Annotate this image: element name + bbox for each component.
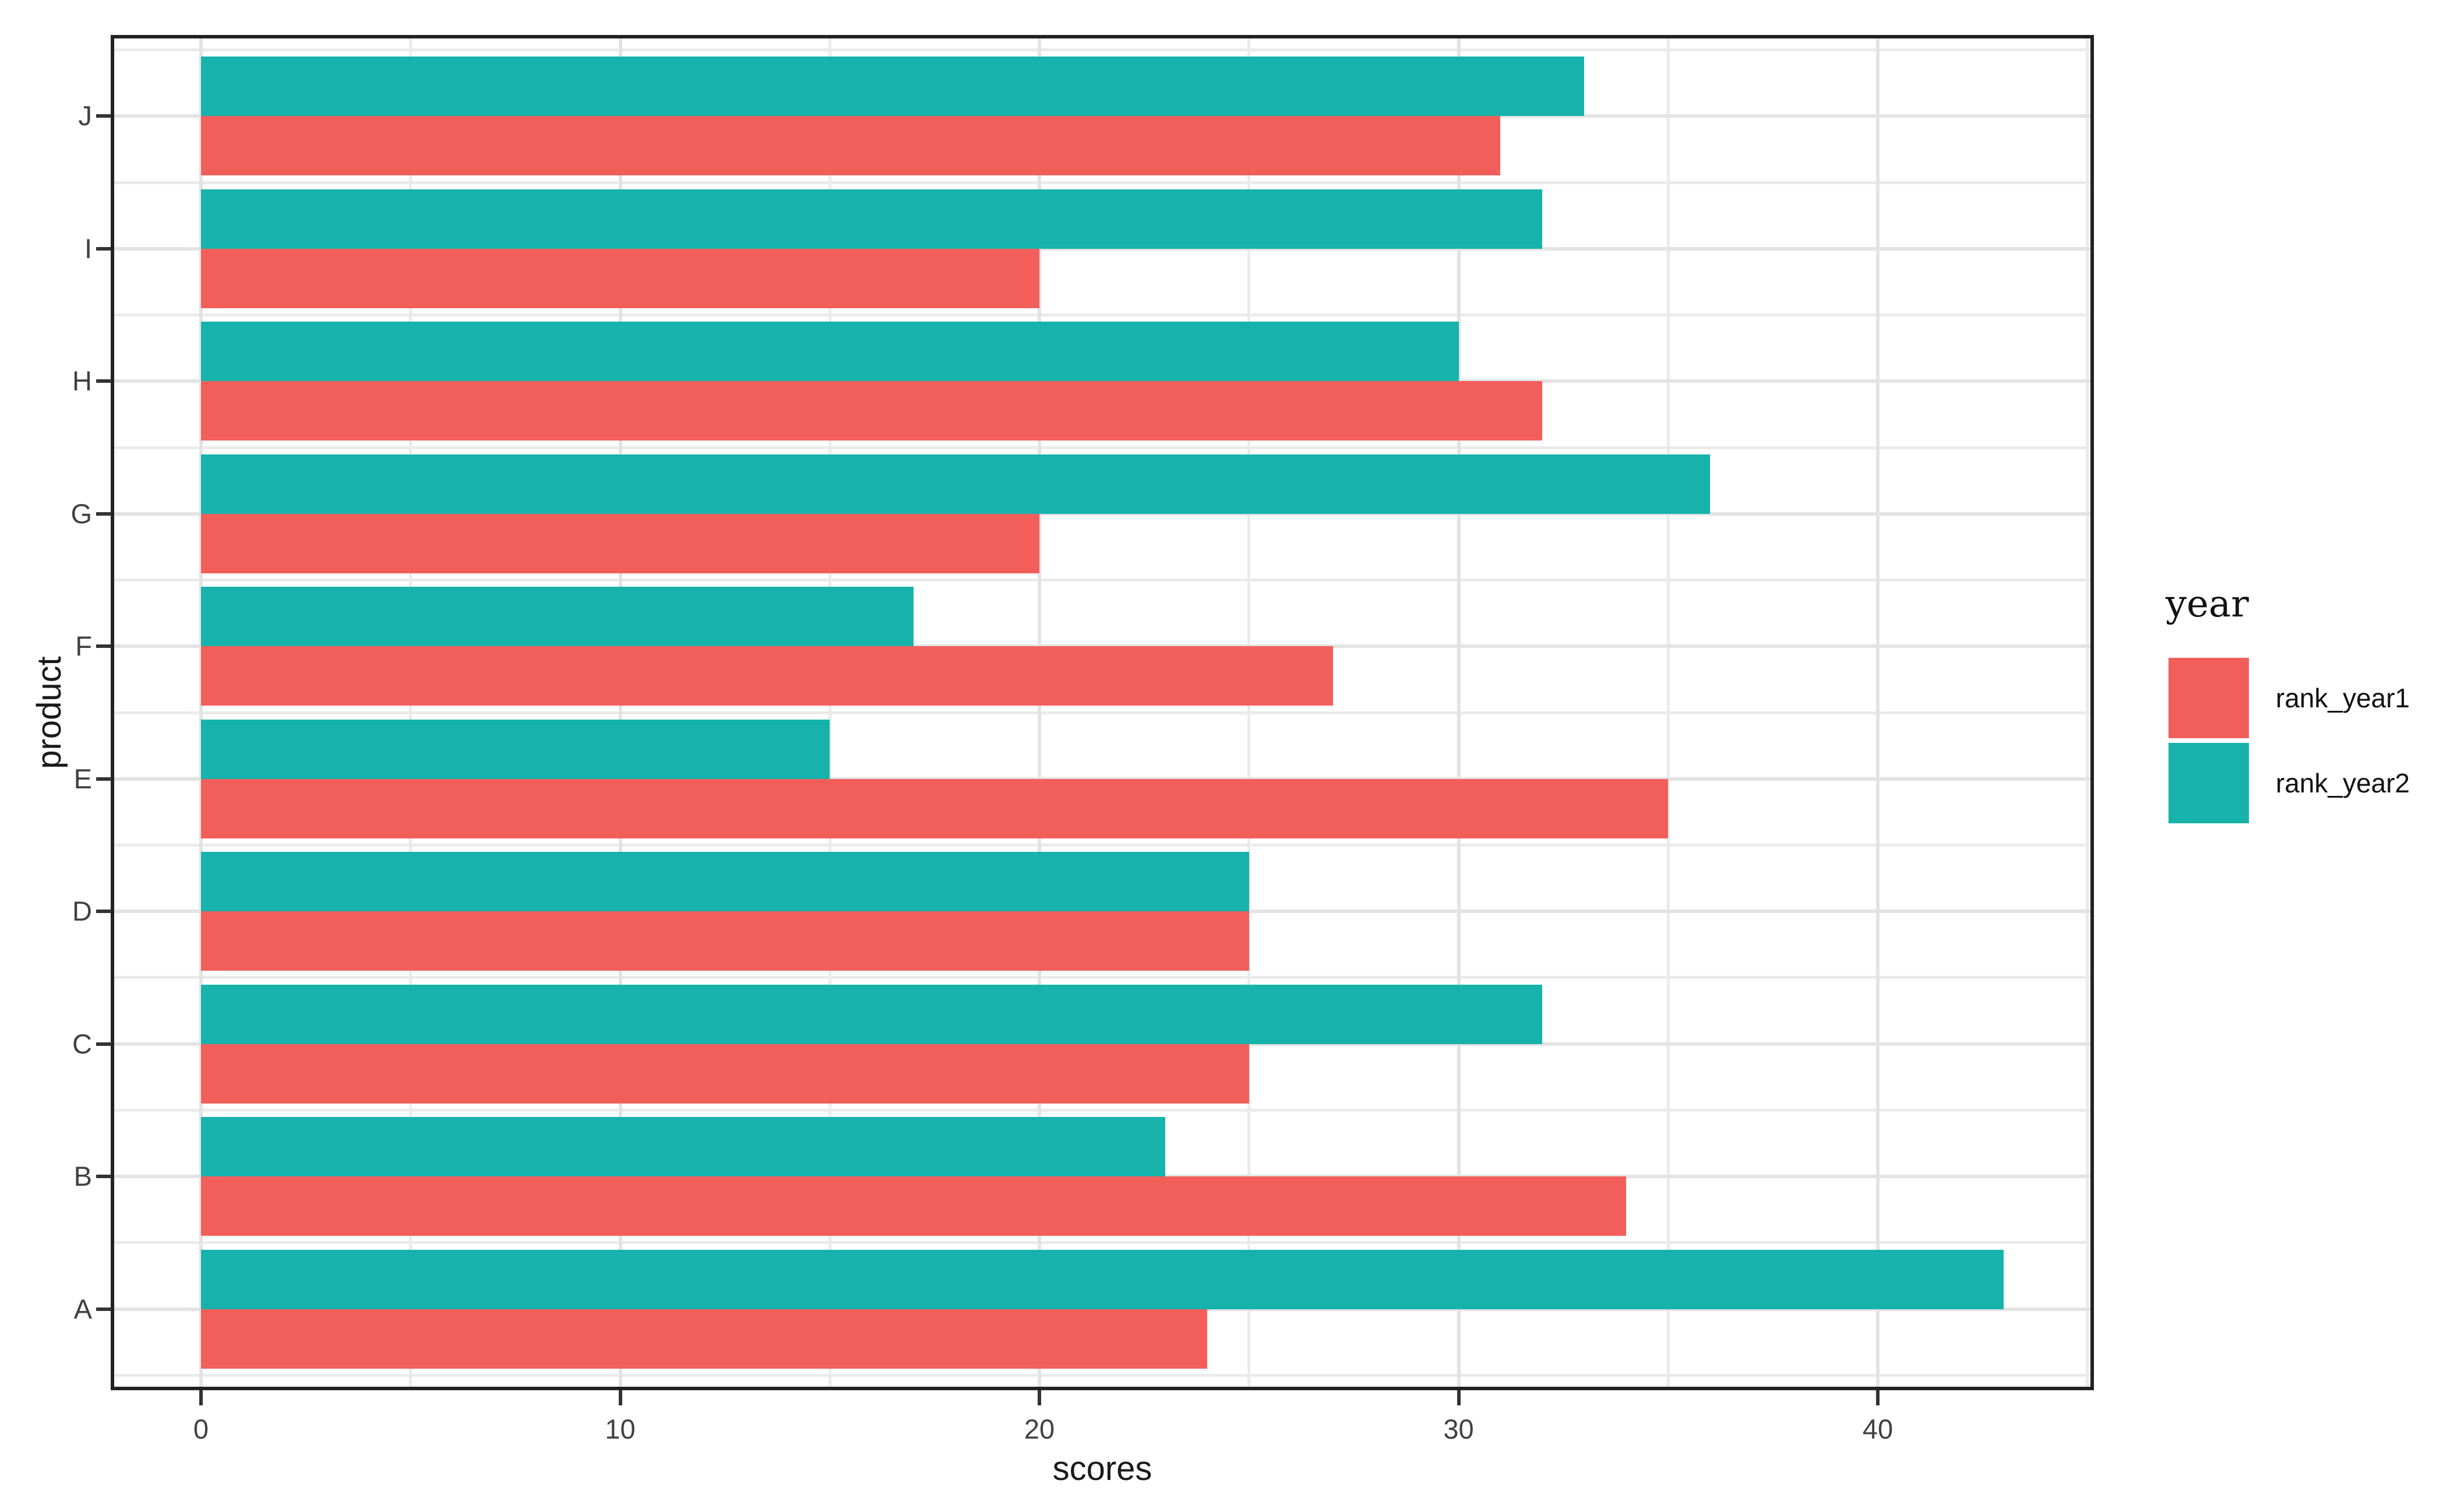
y-tick-I <box>96 246 111 251</box>
gridline-x-major-30 <box>1457 37 1461 1388</box>
gridline-y-minor <box>112 1373 2092 1377</box>
bar-rank_year1-I <box>201 248 1039 308</box>
gridline-x-major-10 <box>618 37 622 1388</box>
y-tick-label-I: I <box>84 232 92 264</box>
legend-title: year <box>2166 583 2249 626</box>
bar-rank_year1-G <box>201 513 1039 573</box>
bar-rank_year2-E <box>201 719 830 779</box>
gridline-y-minor <box>112 313 2092 317</box>
legend-label-rank_year1: rank_year1 <box>2276 683 2410 713</box>
x-tick-label-40: 40 <box>1862 1414 1894 1444</box>
gridline-x-major-40 <box>1876 37 1880 1388</box>
y-tick-G <box>96 512 111 516</box>
bar-rank_year2-C <box>201 984 1543 1044</box>
y-tick-D <box>96 910 111 914</box>
gridline-y-minor <box>112 579 2092 582</box>
y-tick-label-D: D <box>72 896 92 927</box>
gridline-y-minor <box>112 843 2092 847</box>
y-tick-F <box>96 644 111 648</box>
y-axis-title: product <box>30 656 68 769</box>
bar-rank_year2-I <box>201 189 1543 249</box>
legend-label-rank_year2: rank_year2 <box>2276 768 2410 798</box>
bar-rank_year1-F <box>201 646 1333 706</box>
bar-rank_year1-A <box>201 1309 1207 1369</box>
bar-rank_year2-G <box>201 454 1711 514</box>
y-tick-label-H: H <box>72 365 92 397</box>
y-tick-label-F: F <box>75 630 92 662</box>
x-tick-label-10: 10 <box>605 1414 636 1444</box>
y-tick-A <box>96 1307 111 1311</box>
bar-rank_year1-H <box>201 381 1543 441</box>
gridline-y-minor <box>112 1241 2092 1245</box>
gridline-y-major-G <box>112 512 2092 516</box>
legend-key-rank_year1 <box>2169 658 2249 738</box>
y-tick-C <box>96 1042 111 1046</box>
x-tick-label-0: 0 <box>193 1414 209 1444</box>
bar-rank_year1-J <box>201 116 1501 176</box>
y-tick-label-B: B <box>73 1161 92 1192</box>
gridline-y-minor <box>112 1108 2092 1112</box>
y-tick-B <box>96 1175 111 1179</box>
gridline-x-major-20 <box>1038 37 1041 1388</box>
bar-rank_year2-B <box>201 1117 1165 1177</box>
x-tick-20 <box>1038 1390 1041 1405</box>
bar-rank_year1-C <box>201 1044 1249 1104</box>
x-tick-40 <box>1876 1390 1880 1405</box>
bar-rank_year2-D <box>201 852 1249 912</box>
y-tick-label-E: E <box>73 763 92 794</box>
gridline-y-minor <box>112 711 2092 714</box>
y-tick-label-G: G <box>70 498 92 529</box>
bar-rank_year1-D <box>201 911 1249 971</box>
y-tick-E <box>96 777 111 781</box>
y-tick-label-J: J <box>78 100 93 132</box>
bar-rank_year1-B <box>201 1176 1627 1236</box>
y-tick-label-C: C <box>72 1028 92 1059</box>
gridline-y-minor <box>112 976 2092 979</box>
bar-rank_year2-H <box>201 322 1459 382</box>
x-tick-30 <box>1457 1390 1461 1405</box>
gridline-y-minor <box>112 48 2092 52</box>
x-tick-label-20: 20 <box>1024 1414 1055 1444</box>
gridline-y-minor <box>112 181 2092 184</box>
gridline-y-minor <box>112 446 2092 449</box>
gridline-y-major-I <box>112 246 2092 251</box>
gridline-x-major-0 <box>199 37 203 1388</box>
x-tick-label-30: 30 <box>1443 1414 1474 1444</box>
bar-rank_year2-J <box>201 57 1585 117</box>
y-tick-H <box>96 379 111 383</box>
bar-rank_year2-F <box>201 587 914 647</box>
x-tick-10 <box>618 1390 622 1405</box>
y-tick-J <box>96 114 111 118</box>
bar-rank_year1-E <box>201 778 1669 838</box>
y-tick-label-A: A <box>73 1293 92 1324</box>
x-axis-title: scores <box>1052 1450 1152 1488</box>
x-tick-0 <box>199 1390 203 1405</box>
legend-key-rank_year2 <box>2169 743 2249 823</box>
bar-rank_year2-A <box>201 1249 2004 1309</box>
